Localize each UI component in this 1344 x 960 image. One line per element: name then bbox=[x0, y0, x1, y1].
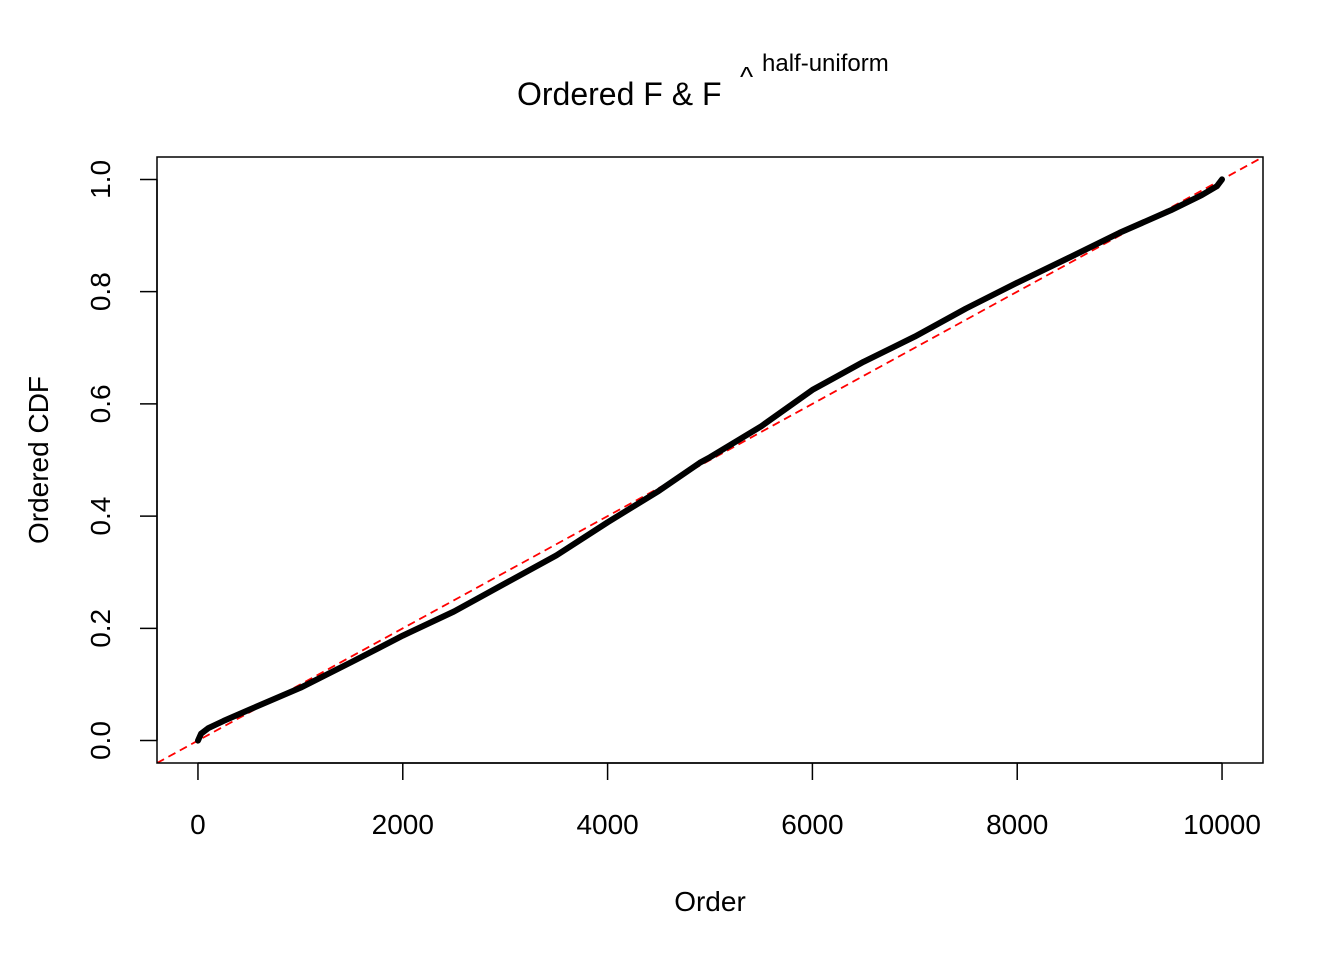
y-axis-label: Ordered CDF bbox=[23, 376, 54, 544]
x-tick-label: 8000 bbox=[986, 809, 1048, 840]
title-main: Ordered F & F bbox=[517, 76, 722, 112]
title-superscript: half-uniform bbox=[762, 50, 889, 77]
y-tick-label: 1.0 bbox=[85, 160, 116, 199]
x-tick-label: 6000 bbox=[781, 809, 843, 840]
y-tick-label: 0.8 bbox=[85, 272, 116, 311]
y-tick-label: 0.6 bbox=[85, 384, 116, 423]
y-axis: 0.0 0.2 0.4 0.6 0.8 1.0 bbox=[85, 160, 158, 760]
chart-title: Ordered F & F ^ half-uniform bbox=[517, 50, 889, 112]
x-tick-label: 2000 bbox=[372, 809, 434, 840]
x-tick-label: 10000 bbox=[1183, 809, 1261, 840]
y-tick-label: 0.2 bbox=[85, 609, 116, 648]
series-line-0 bbox=[195, 176, 1225, 744]
x-tick-label: 4000 bbox=[576, 809, 638, 840]
x-axis-label: Order bbox=[674, 886, 746, 917]
x-tick-label: 0 bbox=[190, 809, 206, 840]
x-axis: 0 2000 4000 6000 8000 10000 bbox=[190, 762, 1261, 840]
title-hat: ^ bbox=[740, 61, 753, 92]
y-tick-label: 0.0 bbox=[85, 721, 116, 760]
y-tick-label: 0.4 bbox=[85, 497, 116, 536]
